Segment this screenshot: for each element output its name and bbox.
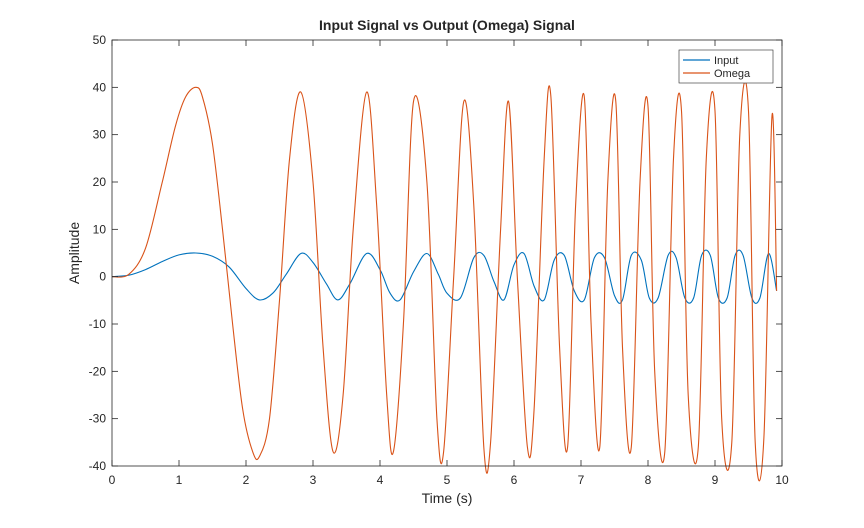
y-tick-label: -20 [89,364,107,378]
x-tick-label: 5 [444,473,451,487]
y-tick-label: 40 [93,80,107,94]
x-tick-label: 6 [511,473,518,487]
x-tick-label: 2 [243,473,250,487]
y-tick-label: 20 [93,175,107,189]
y-tick-label: 30 [93,128,107,142]
x-tick-label: 0 [109,473,116,487]
x-tick-label: 3 [310,473,317,487]
legend-label-omega: Omega [714,68,751,80]
x-tick-label: 7 [578,473,585,487]
series-line-input [111,249,778,304]
chart-title: Input Signal vs Output (Omega) Signal [319,17,575,33]
y-tick-label: 10 [93,222,107,236]
legend-label-input: Input [714,55,738,67]
legend-box [678,49,774,84]
y-tick-label: 50 [93,33,107,47]
y-tick-label: -40 [89,459,107,473]
x-axis-title: Time (s) [422,490,473,506]
x-tick-label: 1 [176,473,183,487]
series-line-omega [111,80,778,482]
x-tick-label: 4 [377,473,384,487]
x-tick-label: 9 [712,473,719,487]
y-tick-label: 0 [99,270,106,284]
y-tick-label: -30 [89,412,107,426]
axes-layer: 0 1 2 3 4 5 6 7 8 9 10 -40 -30 -20 -10 0 10 20 30 40 50 [89,33,789,487]
y-axis-title: Amplitude [66,222,82,284]
y-tick-label: -10 [89,317,107,331]
x-tick-label: 8 [645,473,652,487]
x-tick-label: 10 [775,473,789,487]
series-layer [111,80,778,482]
